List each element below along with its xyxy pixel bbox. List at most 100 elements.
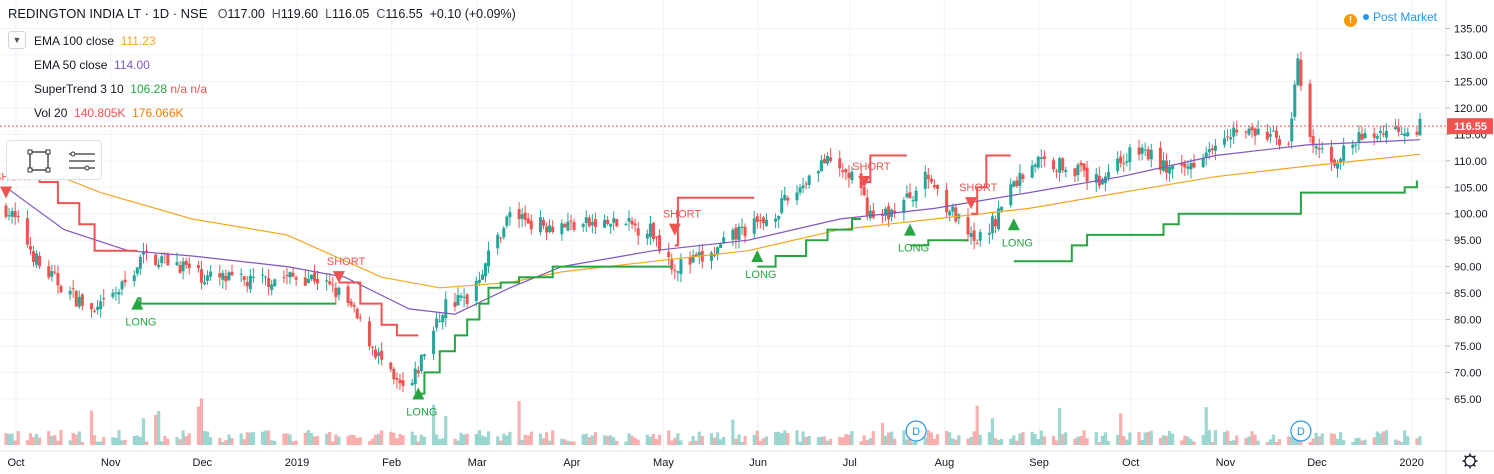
volume-bar <box>96 441 100 445</box>
volume-bar <box>551 430 555 445</box>
candle <box>346 286 350 303</box>
candle <box>154 254 158 266</box>
volume-bar <box>37 437 42 445</box>
candle <box>309 274 313 280</box>
volume-bar <box>1210 441 1214 445</box>
candle <box>16 216 20 218</box>
candle <box>227 272 231 281</box>
volume-bar <box>1232 440 1236 445</box>
candle <box>902 199 906 213</box>
candle <box>1012 181 1016 187</box>
post-market-indicator[interactable]: ! Post Market <box>1344 10 1437 27</box>
volume-bar <box>1381 431 1385 445</box>
gear-icon[interactable] <box>1462 453 1478 469</box>
candle <box>1375 136 1379 139</box>
candle <box>1204 152 1208 158</box>
indicator-supertrend[interactable]: SuperTrend 3 10 106.28 n/a n/a <box>34 82 207 96</box>
candle <box>251 276 255 279</box>
volume-bar <box>260 431 265 445</box>
candle <box>987 232 991 235</box>
candle <box>1210 148 1214 151</box>
volume-bar <box>673 437 677 445</box>
candle <box>135 267 139 274</box>
volume-bar <box>1406 436 1410 445</box>
volume-bar <box>1079 436 1083 445</box>
volume-bar <box>196 406 201 445</box>
candle <box>328 281 332 285</box>
candle <box>389 362 393 370</box>
volume-bar <box>1213 430 1217 445</box>
candle <box>496 234 500 249</box>
candle <box>1384 130 1388 138</box>
volume-bar <box>441 438 445 445</box>
collapse-legend-button[interactable]: ▼ <box>8 31 26 49</box>
candle <box>841 170 845 172</box>
rectangle-icon[interactable] <box>27 148 53 174</box>
candle <box>880 215 884 217</box>
volume-bar <box>1378 433 1382 445</box>
volume-bar <box>1164 435 1169 445</box>
time-tick-label: Oct <box>7 457 24 469</box>
volume-bar <box>309 432 313 445</box>
volume-bar <box>328 431 332 445</box>
candle <box>367 321 371 347</box>
candle <box>526 218 530 224</box>
indicator-volume[interactable]: Vol 20 140.805K 176.066K <box>34 106 184 120</box>
open-value: 117.00 <box>227 7 265 21</box>
volume-bar <box>496 436 500 445</box>
candle <box>612 218 616 223</box>
indicator-ema50[interactable]: EMA 50 close 114.00 <box>34 58 150 72</box>
long-signal-label: LONG <box>898 243 929 255</box>
candle <box>1021 174 1025 179</box>
volume-bar <box>288 434 292 445</box>
volume-bar <box>987 432 991 445</box>
candle <box>441 315 445 323</box>
long-signal-marker <box>412 387 425 400</box>
volume-bar <box>1335 438 1340 445</box>
volume-bar <box>303 432 307 445</box>
volume-bar <box>560 438 564 445</box>
indicator-ema100[interactable]: EMA 100 close 111.23 <box>34 34 156 48</box>
candle <box>844 168 848 173</box>
candle <box>948 211 952 216</box>
volume-bar <box>606 436 610 445</box>
lines-icon[interactable] <box>67 148 95 174</box>
candle <box>166 253 170 266</box>
volume-bar <box>523 434 527 445</box>
volume-bar <box>828 438 833 445</box>
candle <box>59 285 63 293</box>
volume-bar <box>1146 431 1150 445</box>
candle <box>1253 128 1257 136</box>
volume-bar <box>306 430 310 445</box>
candle <box>355 308 359 319</box>
volume-bar <box>957 435 961 445</box>
candle <box>719 244 723 248</box>
candle <box>542 219 546 226</box>
candle <box>410 382 414 386</box>
volume-bar <box>911 441 915 445</box>
candle <box>1342 145 1346 161</box>
candle <box>218 273 222 278</box>
volume-bar <box>926 430 930 445</box>
volume-bar <box>92 435 97 445</box>
dividend-label: D <box>1297 426 1305 438</box>
short-signal-marker <box>332 271 345 284</box>
volume-bar <box>1277 439 1282 445</box>
volume-bar <box>1274 441 1279 445</box>
volume-bar <box>53 434 57 445</box>
long-signal-label: LONG <box>745 269 776 281</box>
volume-bar <box>410 431 414 445</box>
volume-bar <box>990 418 995 445</box>
grid <box>0 0 1446 451</box>
volume-bar <box>1128 432 1132 445</box>
volume-bar <box>1158 438 1163 445</box>
candle <box>1378 130 1382 134</box>
candle <box>926 174 930 180</box>
candle <box>432 330 436 355</box>
volume-bar <box>1222 432 1227 445</box>
candle <box>584 217 588 224</box>
candle <box>1161 160 1165 171</box>
volume-bar <box>1094 432 1098 445</box>
volume-bar <box>270 440 274 445</box>
